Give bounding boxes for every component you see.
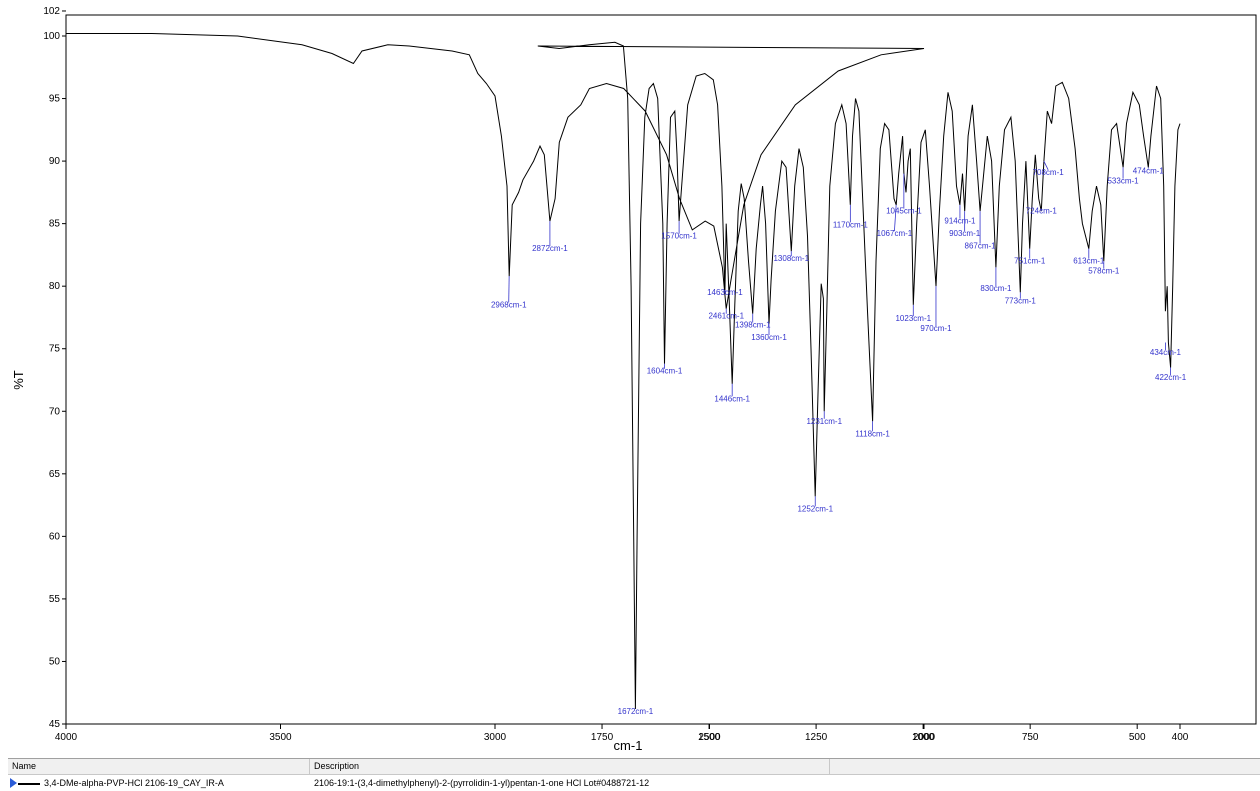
y-tick-label: 55 bbox=[49, 594, 61, 605]
y-tick-label: 50 bbox=[49, 656, 61, 667]
peak-label: 970cm-1 bbox=[920, 324, 952, 333]
column-header-name[interactable]: Name bbox=[8, 759, 310, 774]
y-tick-label: 90 bbox=[49, 156, 61, 167]
peak-label: 613cm-1 bbox=[1073, 257, 1105, 266]
peak-label: 773cm-1 bbox=[1005, 297, 1037, 306]
x-tick-label: 1750 bbox=[591, 732, 614, 743]
y-axis-label: %T bbox=[11, 370, 26, 390]
peak-label: 751cm-1 bbox=[1014, 257, 1046, 266]
peak-label: 914cm-1 bbox=[944, 217, 976, 226]
y-tick-label: 100 bbox=[43, 31, 60, 42]
peak-label: 474cm-1 bbox=[1133, 167, 1165, 176]
legend-header: Name Description bbox=[8, 759, 1260, 775]
x-tick-label: 500 bbox=[1129, 732, 1146, 743]
column-header-description[interactable]: Description bbox=[310, 759, 830, 774]
peak-label: 1463cm-1 bbox=[707, 288, 743, 297]
y-tick-label: 80 bbox=[49, 281, 61, 292]
y-tick-label: 85 bbox=[49, 219, 61, 230]
legend-row[interactable]: 3,4-DMe-alpha-PVP-HCl 2106-19_CAY_IR-A 2… bbox=[8, 775, 1260, 791]
peak-label: 1231cm-1 bbox=[806, 417, 842, 426]
peak-label: 434cm-1 bbox=[1150, 348, 1182, 357]
peak-label: 1360cm-1 bbox=[751, 333, 787, 342]
x-tick-label: 3000 bbox=[484, 732, 507, 743]
peak-label: 1446cm-1 bbox=[714, 394, 750, 403]
peak-label: 2872cm-1 bbox=[532, 244, 568, 253]
legend-table: Name Description 3,4-DMe-alpha-PVP-HCl 2… bbox=[8, 758, 1260, 791]
x-axis-label: cm-1 bbox=[614, 738, 643, 752]
x-tick-label: 3500 bbox=[269, 732, 292, 743]
row-name: 3,4-DMe-alpha-PVP-HCl 2106-19_CAY_IR-A bbox=[44, 775, 306, 791]
peak-label: 1170cm-1 bbox=[833, 220, 869, 229]
peak-label: 1118cm-1 bbox=[855, 429, 890, 438]
peak-label: 903cm-1 bbox=[949, 229, 981, 238]
x-tick-label: 1000 bbox=[912, 732, 935, 743]
peak-label: 533cm-1 bbox=[1107, 177, 1139, 186]
peak-label: 867cm-1 bbox=[965, 242, 997, 251]
peak-label: 1252cm-1 bbox=[797, 504, 833, 513]
peak-label: 1672cm-1 bbox=[618, 707, 654, 716]
peak-label: 1570cm-1 bbox=[661, 232, 697, 241]
row-selected-arrow-icon bbox=[10, 778, 17, 788]
row-description: 2106-19:1-(3,4-dimethylphenyl)-2-(pyrrol… bbox=[314, 775, 914, 791]
peak-label: 2461cm-1 bbox=[708, 312, 744, 321]
y-tick-label: 65 bbox=[49, 469, 61, 480]
y-tick-label: 45 bbox=[49, 719, 61, 730]
x-tick-label: 1250 bbox=[805, 732, 828, 743]
peak-label: 1045cm-1 bbox=[886, 207, 922, 216]
peak-label: 1308cm-1 bbox=[773, 254, 809, 263]
peak-label: 578cm-1 bbox=[1088, 267, 1120, 276]
x-tick-label: 400 bbox=[1172, 732, 1189, 743]
x-tick-label: 4000 bbox=[55, 732, 78, 743]
peak-label: 724cm-1 bbox=[1026, 207, 1058, 216]
peak-label: 830cm-1 bbox=[980, 284, 1012, 293]
peak-label: 708cm-1 bbox=[1033, 168, 1065, 177]
y-tick-label: 102 bbox=[43, 6, 60, 17]
y-tick-label: 75 bbox=[49, 344, 61, 355]
peak-label: 1067cm-1 bbox=[877, 229, 913, 238]
x-tick-label: 1500 bbox=[698, 732, 721, 743]
peak-label: 1604cm-1 bbox=[647, 367, 683, 376]
series-line-swatch bbox=[18, 783, 40, 785]
peak-label: 2968cm-1 bbox=[491, 300, 527, 309]
peak-label: 422cm-1 bbox=[1155, 373, 1187, 382]
x-tick-label: 750 bbox=[1022, 732, 1039, 743]
y-tick-label: 95 bbox=[49, 94, 61, 105]
peak-label: 1023cm-1 bbox=[895, 314, 931, 323]
y-tick-label: 70 bbox=[49, 406, 61, 417]
y-axis: 45 50 55 60 65 70 75 80 85 90 95 100 102 bbox=[43, 6, 66, 730]
peak-label: 1398cm-1 bbox=[735, 320, 771, 329]
y-tick-label: 60 bbox=[49, 531, 61, 542]
